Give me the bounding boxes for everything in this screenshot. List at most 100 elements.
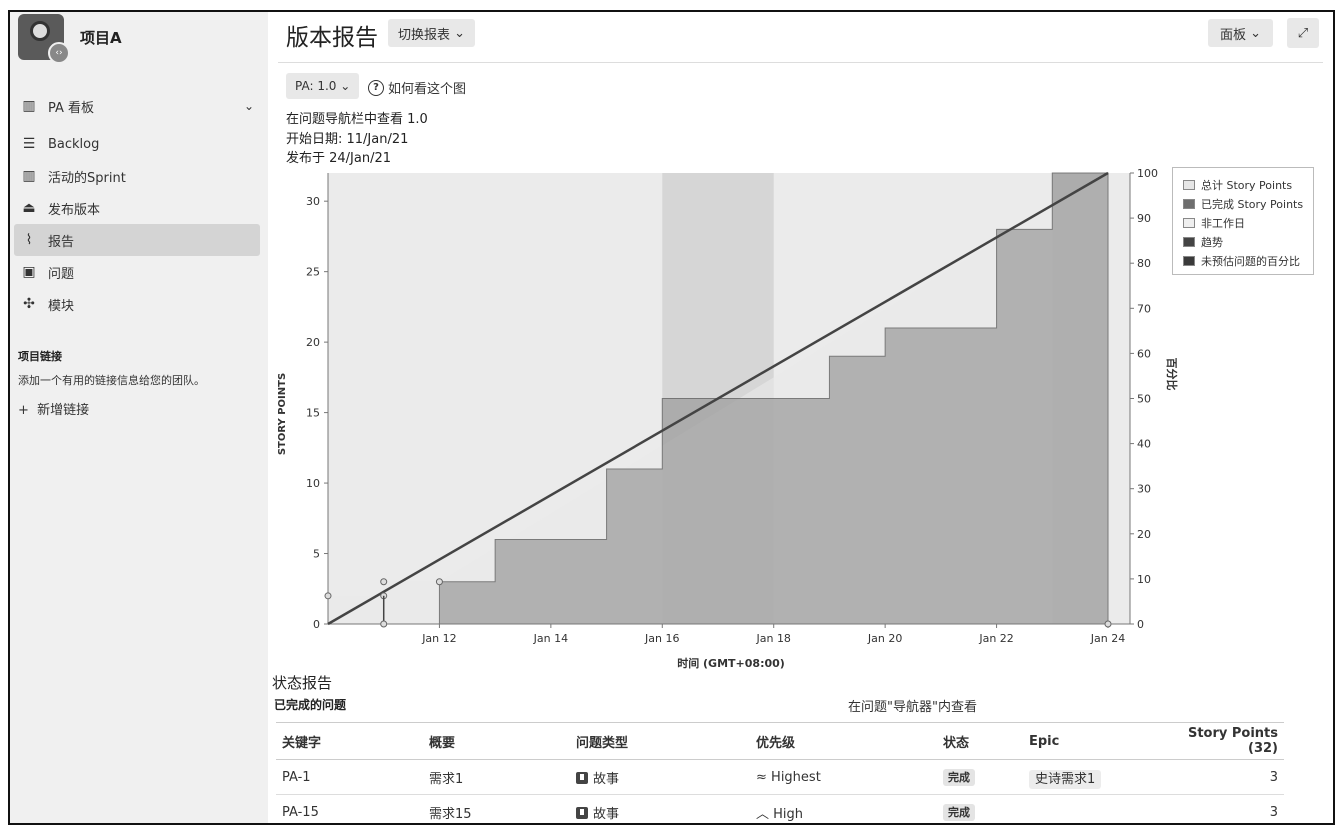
release-date: 发布于 24/Jan/21 xyxy=(286,151,392,166)
priority-high-icon: ︿ xyxy=(756,806,770,822)
switch-report-button[interactable]: 切换报表 ⌄ xyxy=(388,19,476,47)
issue-summary-link[interactable]: 需求1 xyxy=(423,759,570,795)
total-point-marker xyxy=(324,592,332,600)
sidebar-board-selector[interactable]: ▥ PA 看板 ⌄ xyxy=(14,90,260,122)
legend-item-trend: 趋势 xyxy=(1183,232,1313,251)
issue-type: 故事 xyxy=(570,759,750,795)
legend-label: 未预估问题的百分比 xyxy=(1201,254,1300,268)
issue-epic xyxy=(1023,794,1165,823)
project-avatar-icon: ‹› xyxy=(18,14,70,64)
column-header[interactable]: 状态 xyxy=(937,722,1023,760)
issue-key-link[interactable]: PA-1 xyxy=(276,759,423,795)
issue-status: 完成 xyxy=(937,759,1023,795)
x-tick-label: Jan 16 xyxy=(644,632,679,645)
column-header[interactable]: 问题类型 xyxy=(570,722,750,760)
code-badge-icon: ‹› xyxy=(48,42,70,64)
start-date: 开始日期: 11/Jan/21 xyxy=(286,132,409,147)
y2-tick-label: 60 xyxy=(1137,347,1151,360)
version-select[interactable]: PA: 1.0 ⌄ xyxy=(286,73,360,99)
fullscreen-button[interactable]: ⤢ xyxy=(1287,18,1319,48)
sidebar-item-releases[interactable]: ⏏ 发布版本 xyxy=(14,192,260,224)
y-tick-label: 15 xyxy=(306,407,320,420)
completed-point-marker xyxy=(380,620,388,628)
add-link-label: 新增链接 xyxy=(37,403,90,418)
issue-type: 故事 xyxy=(570,794,750,823)
priority-highest-icon: ≈ xyxy=(756,769,767,785)
project-header[interactable]: ‹› 项目A xyxy=(18,14,122,64)
sidebar-item-components[interactable]: ✣ 模块 xyxy=(14,288,260,320)
column-header[interactable]: Story Points (32) xyxy=(1165,722,1284,760)
column-header[interactable]: 优先级 xyxy=(750,722,937,760)
status-badge: 完成 xyxy=(943,769,975,786)
components-icon: ✣ xyxy=(23,296,35,312)
chevron-down-icon: ⌄ xyxy=(454,25,466,41)
issue-key-link[interactable]: PA-15 xyxy=(276,794,423,823)
legend-swatch xyxy=(1183,217,1195,228)
x-tick-label: Jan 22 xyxy=(978,632,1013,645)
legend-item-completed: 已完成 Story Points xyxy=(1183,194,1313,213)
page-title: 版本报告 xyxy=(286,25,378,51)
issue-summary-link[interactable]: 需求15 xyxy=(423,794,570,823)
y2-tick-label: 50 xyxy=(1137,393,1151,406)
project-name: 项目A xyxy=(80,28,122,47)
sidebar-item-sprint[interactable]: ▥ 活动的Sprint xyxy=(14,160,260,192)
y-tick-label: 5 xyxy=(313,548,320,561)
legend-item-unestimated: 未预估问题的百分比 xyxy=(1183,251,1313,270)
board-icon: ▥ xyxy=(22,98,36,114)
issues-icon: ▣ xyxy=(22,264,36,280)
x-tick-label: Jan 14 xyxy=(533,632,568,645)
y-tick-label: 10 xyxy=(306,477,320,490)
total-point-marker xyxy=(380,578,388,586)
issue-type-label: 故事 xyxy=(593,806,620,822)
story-icon xyxy=(576,806,588,819)
y2-tick-label: 70 xyxy=(1137,302,1151,315)
x-tick-label: Jan 24 xyxy=(1090,632,1125,645)
howto-label: 如何看这个图 xyxy=(388,82,467,97)
issue-story-points: 3 xyxy=(1165,759,1284,795)
completed-point-marker xyxy=(1104,620,1112,628)
issue-type-label: 故事 xyxy=(593,771,620,787)
sidebar: ‹› 项目A ▥ PA 看板 ⌄ ☰ Backlog ▥ 活动的Sprint ⏏… xyxy=(10,12,268,823)
column-header[interactable]: Epic xyxy=(1023,722,1165,760)
legend-swatch xyxy=(1183,198,1195,209)
main-content: 版本报告 切换报表 ⌄ 面板 ⌄ ⤢ PA: 1.0 ⌄ ? 如何看这个图 在问… xyxy=(268,12,1333,823)
sidebar-item-issues[interactable]: ▣ 问题 xyxy=(14,256,260,288)
epic-lozenge[interactable]: 史诗需求1 xyxy=(1029,769,1102,789)
chevron-down-icon: ⌄ xyxy=(243,99,254,113)
board-label: PA 看板 xyxy=(48,100,95,116)
sidebar-item-backlog[interactable]: ☰ Backlog xyxy=(14,128,260,160)
completed-issues-table: 关键字 概要 问题类型 优先级 状态 Epic Story Points (32… xyxy=(276,722,1284,823)
sidebar-item-reports[interactable]: ⌇ 报告 xyxy=(14,224,260,256)
view-in-issue-navigator-link[interactable]: 在问题"导航器"内查看 xyxy=(848,700,977,715)
y-tick-label: 20 xyxy=(306,336,320,349)
howto-link[interactable]: ? 如何看这个图 xyxy=(368,78,466,97)
y2-tick-label: 90 xyxy=(1137,212,1151,225)
expand-icon: ⤢ xyxy=(1297,25,1309,41)
board-panel-button[interactable]: 面板 ⌄ xyxy=(1207,19,1273,47)
report-icon: ⌇ xyxy=(25,232,33,248)
legend-label: 已完成 Story Points xyxy=(1201,197,1304,211)
app-frame: ‹› 项目A ▥ PA 看板 ⌄ ☰ Backlog ▥ 活动的Sprint ⏏… xyxy=(8,10,1335,825)
sprint-icon: ▥ xyxy=(22,168,36,184)
legend-item-nonworking: 非工作日 xyxy=(1183,213,1313,232)
sidebar-item-label: 问题 xyxy=(48,266,75,282)
issue-story-points: 3 xyxy=(1165,794,1284,823)
legend-item-total: 总计 Story Points xyxy=(1183,175,1313,194)
add-link-button[interactable]: + 新增链接 xyxy=(18,399,89,418)
column-header[interactable]: 关键字 xyxy=(276,722,423,760)
x-tick-label: Jan 12 xyxy=(421,632,456,645)
status-report-title: 状态报告 xyxy=(272,674,333,692)
board-panel-label: 面板 xyxy=(1219,27,1246,43)
total-point-marker xyxy=(435,578,443,586)
priority-label: Highest xyxy=(771,769,821,785)
sidebar-item-label: 模块 xyxy=(48,298,75,314)
sidebar-item-label: Backlog xyxy=(48,136,100,152)
backlog-icon: ☰ xyxy=(22,136,36,152)
legend-label: 非工作日 xyxy=(1201,216,1245,230)
issue-status: 完成 xyxy=(937,794,1023,823)
view-in-navigator-link[interactable]: 在问题导航栏中查看 1.0 xyxy=(286,112,428,127)
release-burnup-chart: 0 5 10 15 20 25 30 0 10 20 30 40 50 60 70 80 90 100 Jan 12… xyxy=(277,167,1179,670)
y-tick-label: 0 xyxy=(313,618,320,631)
project-links-title: 项目链接 xyxy=(18,350,62,363)
column-header[interactable]: 概要 xyxy=(423,722,570,760)
